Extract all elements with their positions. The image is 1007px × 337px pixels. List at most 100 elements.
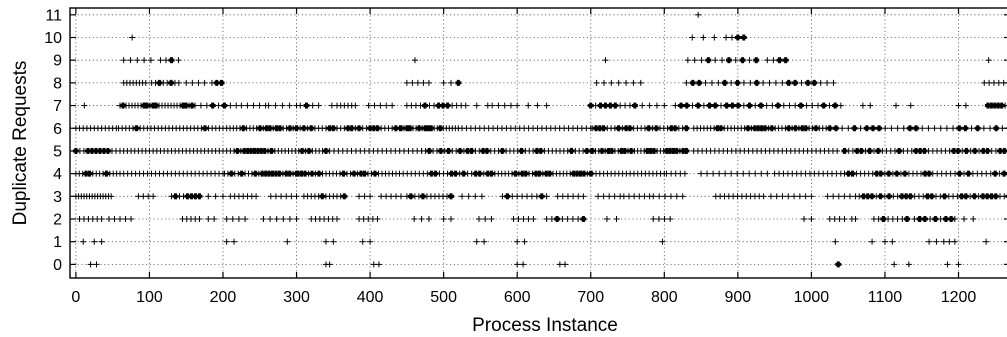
y-axis-title: Duplicate Requests: [10, 61, 31, 226]
x-tick-label: 1200: [941, 289, 977, 306]
x-tick-label: 600: [504, 289, 531, 306]
data-point: [764, 57, 771, 64]
data-point: [293, 216, 300, 223]
data-point: [946, 238, 953, 245]
data-point: [127, 57, 134, 64]
data-point: [613, 216, 620, 223]
data-point: [970, 216, 977, 223]
data-point: [534, 102, 541, 109]
data-point: [593, 79, 600, 86]
data-point: [763, 102, 770, 109]
data-point: [740, 170, 747, 177]
data-point: [411, 57, 418, 64]
data-point: [752, 102, 759, 109]
data-point: [425, 79, 432, 86]
data-point: [796, 193, 803, 200]
data-point: [411, 216, 418, 223]
data-point: [367, 193, 374, 200]
data-point: [734, 79, 741, 86]
data-point: [253, 193, 260, 200]
data-point: [440, 216, 447, 223]
data-point: [712, 57, 719, 64]
data-point: [728, 34, 735, 41]
data-point: [279, 102, 286, 109]
data-point: [933, 238, 940, 245]
data-point: [309, 102, 316, 109]
data-point: [559, 216, 566, 223]
data-point: [691, 57, 698, 64]
data-point: [715, 79, 722, 86]
data-point: [218, 79, 225, 86]
y-tick-label: 5: [53, 143, 62, 160]
data-point: [575, 193, 582, 200]
data-point: [231, 238, 238, 245]
data-point: [495, 102, 502, 109]
data-point: [723, 34, 730, 41]
data-point: [943, 125, 950, 132]
data-point: [93, 261, 100, 268]
data-point: [968, 125, 975, 132]
data-point: [293, 193, 300, 200]
data-point: [183, 79, 190, 86]
data-point: [769, 102, 776, 109]
data-point: [554, 193, 561, 200]
data-point: [448, 79, 455, 86]
data-point: [689, 102, 696, 109]
data-point: [501, 102, 508, 109]
data-point: [798, 79, 805, 86]
data-point: [683, 125, 690, 132]
data-point: [278, 193, 285, 200]
data-point: [863, 125, 870, 132]
data-point: [91, 238, 98, 245]
data-point: [478, 193, 485, 200]
x-tick-label: 900: [725, 289, 752, 306]
data-point: [696, 79, 703, 86]
data-point: [108, 193, 115, 200]
data-point: [892, 102, 899, 109]
data-point: [815, 102, 822, 109]
y-tick-label: 11: [45, 7, 62, 24]
data-point: [192, 102, 199, 109]
data-point: [740, 34, 747, 41]
data-point: [746, 102, 753, 109]
data-point: [721, 79, 728, 86]
data-point: [326, 261, 333, 268]
data-point: [80, 238, 87, 245]
data-point: [835, 261, 842, 268]
data-point: [636, 193, 643, 200]
data-point: [562, 261, 569, 268]
data-point: [689, 34, 696, 41]
data-point: [482, 216, 489, 223]
data-point: [641, 193, 648, 200]
data-point: [569, 216, 576, 223]
data-point: [212, 193, 219, 200]
data-point: [242, 216, 249, 223]
data-point: [888, 125, 895, 132]
x-tick-label: 200: [210, 289, 237, 306]
data-point: [785, 193, 792, 200]
data-point: [520, 261, 527, 268]
data-point: [256, 102, 263, 109]
data-point: [448, 193, 455, 200]
data-point: [683, 147, 690, 154]
data-point: [661, 102, 668, 109]
data-point: [221, 102, 228, 109]
data-point: [993, 125, 1000, 132]
data-point: [717, 102, 724, 109]
data-point: [157, 57, 164, 64]
data-point: [244, 102, 251, 109]
data-point: [857, 125, 864, 132]
data-point: [554, 216, 561, 223]
data-point: [602, 57, 609, 64]
data-point: [804, 79, 811, 86]
data-point: [286, 216, 293, 223]
data-point: [371, 102, 378, 109]
data-point: [851, 125, 858, 132]
data-point: [826, 125, 833, 132]
y-tick-label: 7: [53, 98, 62, 115]
y-tick-label: 8: [53, 75, 62, 92]
data-point: [646, 102, 653, 109]
data-point: [780, 102, 787, 109]
data-point: [832, 125, 839, 132]
